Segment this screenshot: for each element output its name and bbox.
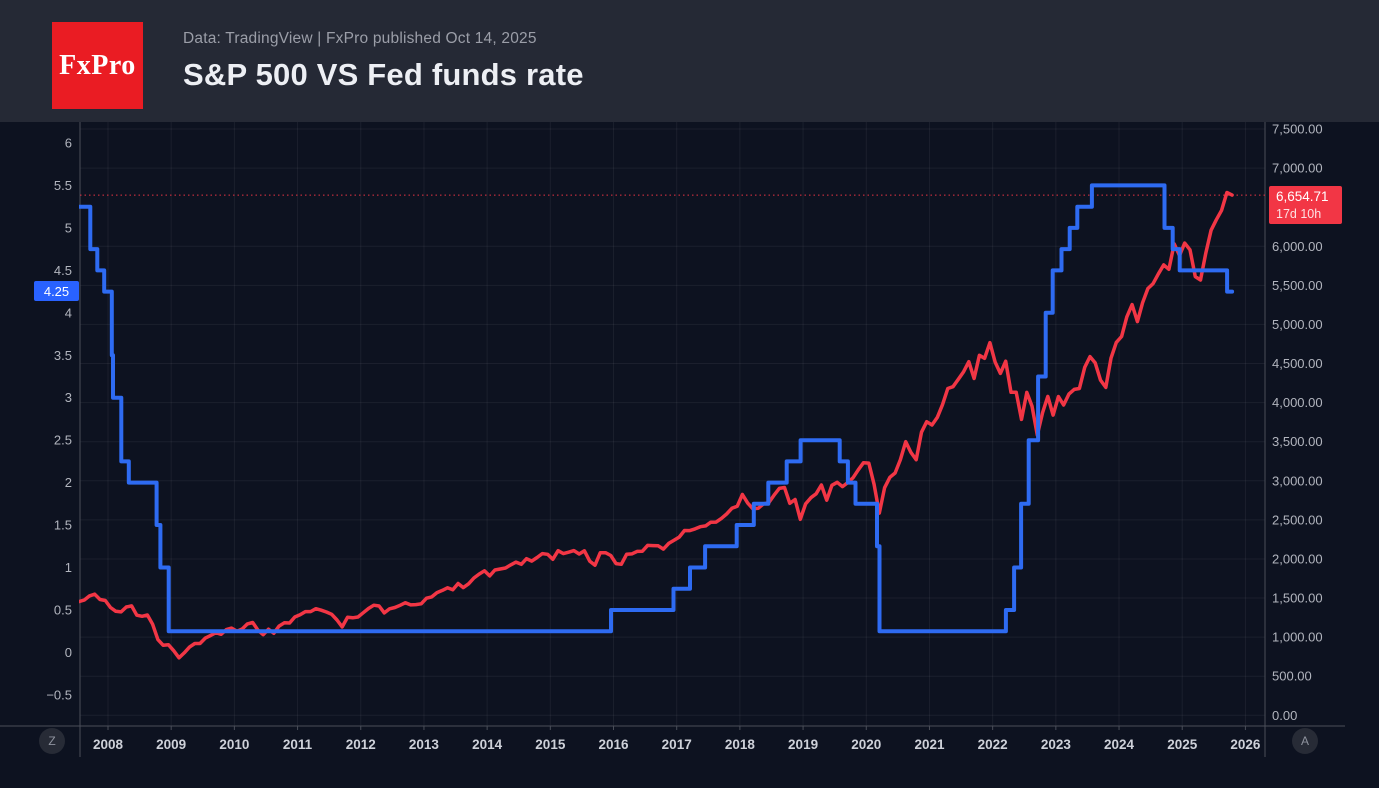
x-axis-tick: 2010: [219, 737, 249, 752]
fxpro-logo: FxPro: [52, 22, 143, 109]
left-axis-tick: 0: [65, 645, 72, 660]
left-axis-tick: 5.5: [54, 178, 72, 193]
z-hotkey-button[interactable]: Z: [39, 728, 65, 754]
x-axis-tick: 2023: [1041, 737, 1072, 752]
chart-source-subtitle: Data: TradingView | FxPro published Oct …: [183, 30, 537, 47]
right-axis-tick: 4,000.00: [1272, 395, 1323, 410]
page-title: S&P 500 VS Fed funds rate: [183, 57, 584, 92]
x-axis-tick: 2026: [1230, 737, 1261, 752]
right-axis-tick: 4,500.00: [1272, 356, 1323, 371]
x-axis-tick: 2020: [851, 737, 881, 752]
a-hotkey-label: A: [1300, 734, 1309, 748]
left-axis-tick: 4: [65, 305, 72, 320]
right-axis-tick: 1,500.00: [1272, 591, 1323, 606]
left-axis-tick: 2.5: [54, 433, 72, 448]
x-axis-tick: 2022: [978, 737, 1008, 752]
fxpro-logo-text: FxPro: [59, 49, 136, 81]
x-axis-tick: 2012: [346, 737, 376, 752]
fed-rate-current-value: 4.25: [43, 283, 70, 299]
left-axis-tick: 3.5: [54, 348, 72, 363]
left-axis-tick: 0.5: [54, 602, 72, 617]
right-axis-tick: 500.00: [1272, 669, 1312, 684]
right-axis-tick: 5,000.00: [1272, 317, 1323, 332]
x-axis-tick: 2013: [409, 737, 440, 752]
a-hotkey-button[interactable]: A: [1292, 728, 1318, 754]
right-axis-tick: 3,500.00: [1272, 434, 1323, 449]
x-axis-tick: 2008: [93, 737, 124, 752]
price-chart-canvas[interactable]: 6 5.5 5 4.5 4 3.5 3 2.5 2 1.5 1 0.5 0 −0.5 7,500.00 7,0…: [0, 122, 1379, 788]
right-axis-tick: 5,500.00: [1272, 278, 1323, 293]
x-axis-tick: 2025: [1167, 737, 1198, 752]
right-axis-tick: 0.00: [1272, 708, 1297, 723]
bar-close-countdown: 17d 10h: [1276, 206, 1322, 221]
left-axis-tick: 1: [65, 560, 72, 575]
x-axis-tick: 2011: [283, 737, 313, 752]
right-axis-tick: 2,000.00: [1272, 551, 1323, 566]
right-axis-tick: 2,500.00: [1272, 512, 1323, 527]
z-hotkey-label: Z: [48, 734, 56, 748]
sp500-current-price-badge: 6,654.71 17d 10h: [1269, 186, 1342, 224]
right-axis-tick: 6,000.00: [1272, 239, 1323, 254]
header: FxPro Data: TradingView | FxPro publishe…: [0, 0, 1379, 122]
right-axis-tick: 3,000.00: [1272, 473, 1323, 488]
left-axis-tick: 1.5: [54, 518, 72, 533]
left-axis-tick: 4.5: [54, 263, 72, 278]
x-axis-tick: 2018: [725, 737, 756, 752]
fed-funds-line: [79, 183, 1235, 634]
left-axis-tick: 5: [65, 220, 72, 235]
x-axis-tick: 2019: [788, 737, 818, 752]
right-axis-tick: 7,000.00: [1272, 161, 1323, 176]
x-axis-tick: 2015: [535, 737, 566, 752]
left-axis-tick: −0.5: [46, 687, 72, 702]
sp500-line: [79, 190, 1234, 660]
x-axis-tick: 2016: [598, 737, 629, 752]
fed-rate-current-badge: 4.25: [34, 281, 79, 301]
x-axis-tick: 2009: [156, 737, 186, 752]
chart-area[interactable]: 6 5.5 5 4.5 4 3.5 3 2.5 2 1.5 1 0.5 0 −0.5 7,500.00 7,0…: [0, 122, 1379, 788]
left-axis-tick: 2: [65, 475, 72, 490]
right-axis-tick: 1,000.00: [1272, 630, 1323, 645]
x-axis-tick: 2021: [914, 737, 945, 752]
left-axis-tick: 3: [65, 390, 72, 405]
right-axis-tick: 7,500.00: [1272, 122, 1323, 137]
x-axis-tick: 2017: [662, 737, 692, 752]
sp500-current-price: 6,654.71: [1276, 189, 1329, 205]
left-axis-tick: 6: [65, 136, 72, 151]
x-axis-tick: 2024: [1104, 737, 1135, 752]
x-axis-tick: 2014: [472, 737, 503, 752]
